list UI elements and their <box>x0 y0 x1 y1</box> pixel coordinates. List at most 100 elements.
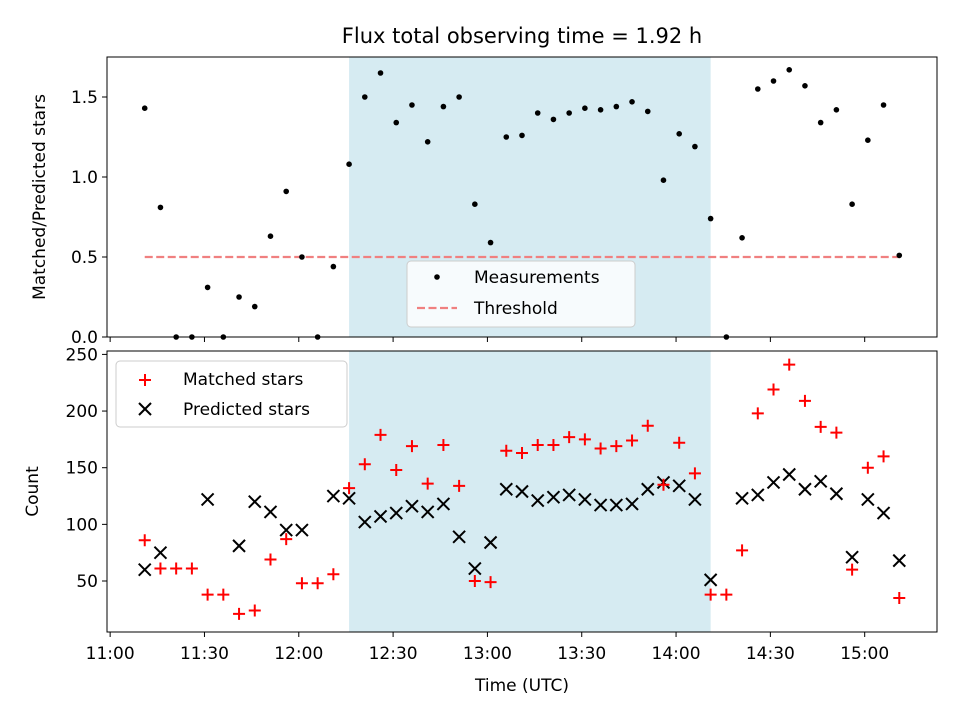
matched-star-point <box>264 553 277 566</box>
matched-star-point <box>374 428 387 441</box>
measurement-point <box>141 105 148 111</box>
matched-star-point <box>201 588 214 601</box>
matched-star-point <box>358 458 371 471</box>
top-y-tick-label: 0.0 <box>71 328 98 348</box>
predicted-star-point <box>358 515 372 529</box>
x-tick-label: 14:30 <box>746 644 795 664</box>
bottom-legend-box <box>115 360 348 428</box>
legend-threshold-label: Threshold <box>473 299 558 319</box>
top-legend: Measurements Threshold <box>406 260 636 328</box>
measurement-point <box>236 294 242 300</box>
matched-star-point <box>626 434 639 447</box>
matched-star-point <box>688 467 701 480</box>
predicted-star-point <box>389 506 403 520</box>
bottom-y-tick-label: 50 <box>76 572 98 592</box>
predicted-star-point <box>468 561 482 576</box>
predicted-star-point <box>546 490 561 504</box>
bottom-y-axis-label: Count <box>23 466 43 517</box>
measurement-point <box>424 139 431 145</box>
predicted-star-point <box>782 467 796 482</box>
predicted-star-point <box>845 550 859 564</box>
predicted-star-point <box>609 498 624 512</box>
measurement-points <box>141 67 903 340</box>
predicted-star-point <box>248 494 262 509</box>
predicted-star-point <box>813 474 828 489</box>
measurement-point <box>299 254 305 260</box>
matched-star-point <box>154 562 167 575</box>
predicted-star-point <box>326 489 341 503</box>
matched-star-point <box>170 562 183 575</box>
measurement-point <box>660 177 667 183</box>
matched-star-point <box>641 419 654 432</box>
predicted-star-point <box>405 499 419 513</box>
x-tick-label: 14:00 <box>652 644 701 664</box>
predicted-star-point <box>578 492 592 507</box>
matched-star-point <box>783 358 796 371</box>
predicted-star-point <box>200 492 215 507</box>
x-tick-label: 13:30 <box>557 644 606 664</box>
matched-star-point <box>877 450 890 463</box>
matched-star-point <box>704 588 717 601</box>
matched-star-point <box>767 383 780 396</box>
measurement-point <box>739 235 745 241</box>
measurement-point <box>865 137 871 143</box>
matched-star-point <box>830 426 843 439</box>
top-y-axis: 0.0 0.5 1.0 1.5 <box>71 88 107 348</box>
measurement-point <box>550 116 557 123</box>
measurement-point <box>770 78 777 84</box>
top-y-axis-label: Matched/Predicted stars <box>30 94 50 300</box>
top-legend-box <box>406 260 636 328</box>
matched-star-point <box>736 544 749 557</box>
predicted-star-point <box>672 479 686 493</box>
measurement-point <box>377 70 384 76</box>
matched-star-point <box>578 433 591 446</box>
matched-star-point <box>138 534 151 547</box>
legend-matched-marker <box>139 374 151 386</box>
measurement-point <box>629 99 635 105</box>
predicted-star-point <box>829 487 844 501</box>
predicted-star-point <box>295 523 309 537</box>
matched-star-point <box>390 463 403 476</box>
x-tick-label: 13:00 <box>463 644 512 664</box>
legend-matched-label: Matched stars <box>183 370 303 390</box>
measurement-point <box>346 161 352 167</box>
bottom-y-tick-label: 200 <box>66 402 98 422</box>
predicted-star-point <box>279 523 293 537</box>
chart-title: Flux total observing time = 1.92 h <box>342 24 702 48</box>
predicted-star-point <box>593 498 608 512</box>
measurement-point <box>534 110 541 116</box>
predicted-star-point <box>735 491 749 506</box>
measurement-point <box>362 94 368 100</box>
predicted-star-point <box>436 497 451 511</box>
bottom-legend: Matched stars Predicted stars <box>115 360 348 428</box>
measurement-point <box>849 201 855 207</box>
legend-measurements-marker <box>434 274 440 280</box>
predicted-star-point <box>625 497 639 511</box>
predicted-star-point <box>751 488 765 502</box>
matched-star-point <box>798 394 811 407</box>
matched-star-point <box>405 440 418 453</box>
matched-star-point <box>295 577 308 590</box>
matched-star-point <box>421 477 434 490</box>
predicted-star-point <box>499 482 513 496</box>
matched-star-point <box>311 577 324 590</box>
matched-star-point <box>547 439 560 452</box>
bottom-shaded-span <box>349 351 711 632</box>
predicted-star-point <box>798 482 812 496</box>
predicted-star-point <box>766 475 781 490</box>
bottom-y-axis: 50 100 150 200 250 <box>66 345 107 592</box>
bottom-y-tick-label: 250 <box>66 345 98 365</box>
matched-star-point <box>610 440 623 453</box>
top-y-tick-label: 1.5 <box>71 88 98 108</box>
matched-star-point <box>280 533 293 546</box>
predicted-star-point <box>703 573 718 587</box>
bottom-panel: 50 100 150 200 250 11:00 11:30 12:00 12:30 13:00… <box>23 345 938 664</box>
matched-stars-points <box>138 358 906 620</box>
predicted-star-point <box>452 530 466 544</box>
matched-star-point <box>657 478 670 491</box>
x-tick-label: 12:00 <box>274 644 323 664</box>
legend-measurements-label: Measurements <box>474 268 600 288</box>
predicted-star-point <box>641 482 655 496</box>
measurement-point <box>472 201 478 207</box>
matched-star-point <box>233 607 246 620</box>
